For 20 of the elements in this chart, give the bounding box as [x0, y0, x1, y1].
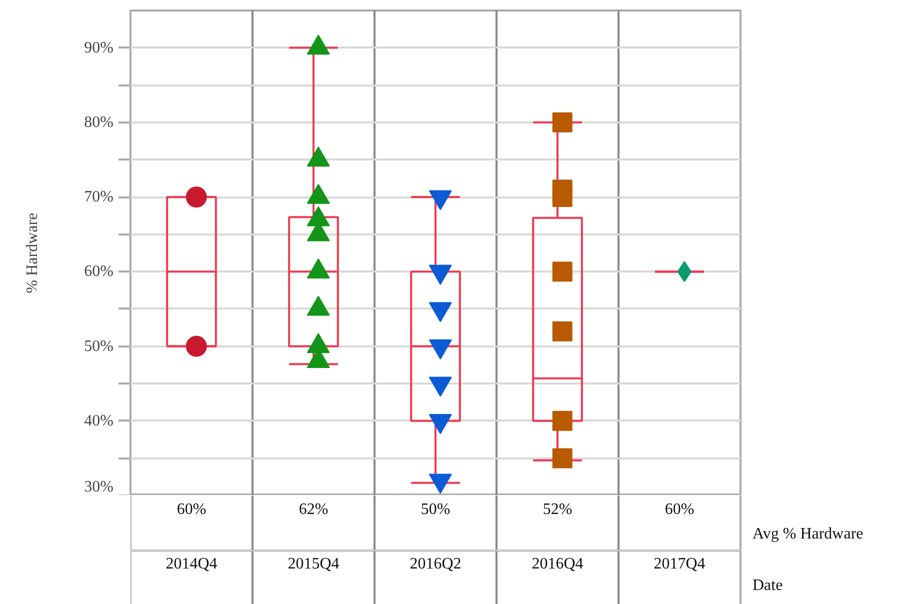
text: 60% — [664, 500, 694, 518]
y-tick-label: 60% — [84, 263, 114, 280]
y-axis-title: % Hardware — [24, 212, 42, 294]
y-tick-label: 90% — [84, 39, 114, 56]
x-tick-label: 2015Q4 — [288, 556, 340, 572]
x-axis-title: Date — [752, 577, 783, 594]
x-tick-label: 2014Q4 — [166, 556, 218, 572]
text: 60% — [176, 500, 206, 518]
y-tick-label: 70% — [84, 188, 114, 206]
x-tick-label: 2017Q4 — [654, 556, 706, 572]
y-tick-label: 30% — [84, 478, 114, 496]
text: 52% — [542, 500, 572, 518]
text: 50% — [420, 500, 450, 518]
x-tick-label: 2016Q4 — [532, 556, 584, 572]
text: 62% — [298, 500, 328, 518]
text: Avg % Hardware — [752, 526, 864, 542]
y-tick-label: 50% — [84, 338, 114, 355]
y-tick-label: 40% — [84, 412, 114, 430]
y-tick-label: 80% — [84, 114, 114, 131]
x-tick-label: 2016Q2 — [410, 556, 462, 572]
